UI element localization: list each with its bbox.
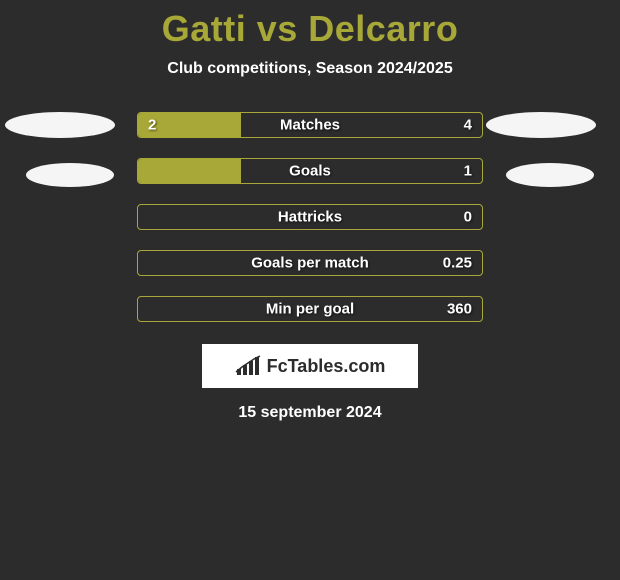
update-date: 15 september 2024 — [0, 404, 620, 422]
stat-fill — [138, 159, 241, 183]
stat-right-value: 360 — [447, 301, 472, 318]
team-logo-right-primary — [486, 112, 596, 138]
stat-label: Goals per match — [251, 255, 369, 272]
stat-right-value: 4 — [464, 117, 472, 134]
team-logo-left-primary — [5, 112, 115, 138]
stat-rows: 2 Matches 4 Goals 1 Hattricks 0 Goals pe… — [137, 112, 483, 322]
page-title: Gatti vs Delcarro — [0, 0, 620, 50]
stat-label: Goals — [289, 163, 331, 180]
brand-text: FcTables.com — [267, 356, 386, 377]
brand-logo: FcTables.com — [202, 344, 418, 388]
stat-label: Hattricks — [278, 209, 342, 226]
team-logo-left-secondary — [26, 163, 114, 187]
stat-right-value: 0.25 — [443, 255, 472, 272]
stat-row-goals: Goals 1 — [137, 158, 483, 184]
stat-row-min-per-goal: Min per goal 360 — [137, 296, 483, 322]
stat-label: Matches — [280, 117, 340, 134]
stat-left-value: 2 — [148, 117, 156, 134]
bar-chart-icon — [235, 355, 261, 377]
stat-right-value: 0 — [464, 209, 472, 226]
team-logo-right-secondary — [506, 163, 594, 187]
stat-right-value: 1 — [464, 163, 472, 180]
chart-area: 2 Matches 4 Goals 1 Hattricks 0 Goals pe… — [0, 112, 620, 322]
stat-row-hattricks: Hattricks 0 — [137, 204, 483, 230]
subtitle: Club competitions, Season 2024/2025 — [0, 60, 620, 78]
stat-row-goals-per-match: Goals per match 0.25 — [137, 250, 483, 276]
stat-label: Min per goal — [266, 301, 354, 318]
stat-row-matches: 2 Matches 4 — [137, 112, 483, 138]
